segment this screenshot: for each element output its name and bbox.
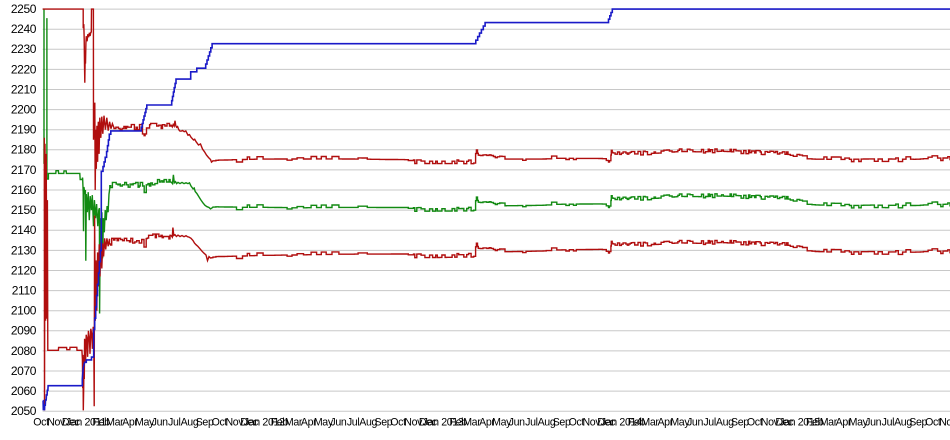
svg-text:May: May [314, 416, 334, 428]
svg-text:2050: 2050 [11, 404, 37, 418]
svg-text:Aug: Aug [894, 416, 912, 428]
svg-text:Sep: Sep [196, 416, 214, 428]
svg-text:Apr: Apr [301, 416, 317, 428]
svg-text:Jan 2015: Jan 2015 [779, 416, 820, 428]
svg-text:2120: 2120 [11, 263, 37, 277]
svg-text:Oct: Oct [212, 416, 228, 428]
svg-text:Feb: Feb [628, 416, 646, 428]
svg-text:Jun: Jun [152, 416, 168, 428]
svg-text:Nov: Nov [404, 416, 423, 428]
svg-text:Mar: Mar [820, 416, 838, 428]
svg-text:2060: 2060 [11, 384, 37, 398]
svg-text:2070: 2070 [11, 364, 37, 378]
svg-text:2140: 2140 [11, 223, 37, 237]
svg-text:Jun: Jun [865, 416, 881, 428]
svg-text:Jul: Jul [703, 416, 716, 428]
svg-text:Apr: Apr [479, 416, 495, 428]
svg-text:Nov: Nov [47, 416, 66, 428]
svg-text:Oct: Oct [925, 416, 941, 428]
svg-text:Jul: Jul [347, 416, 360, 428]
svg-text:Aug: Aug [359, 416, 377, 428]
svg-text:Sep: Sep [909, 416, 927, 428]
svg-text:Feb: Feb [449, 416, 467, 428]
svg-text:Oct: Oct [569, 416, 585, 428]
svg-text:Feb: Feb [271, 416, 289, 428]
svg-text:2190: 2190 [11, 123, 37, 137]
svg-text:Sep: Sep [731, 416, 749, 428]
svg-text:2090: 2090 [11, 324, 37, 338]
svg-text:Jan 2011: Jan 2011 [66, 416, 106, 428]
svg-text:Dec: Dec [240, 416, 259, 428]
svg-text:Feb: Feb [806, 416, 824, 428]
svg-text:Sep: Sep [553, 416, 571, 428]
svg-text:2240: 2240 [11, 22, 37, 36]
svg-text:May: May [670, 416, 690, 428]
svg-text:Jan 2014: Jan 2014 [601, 416, 642, 428]
svg-text:Nov: Nov [226, 416, 245, 428]
svg-text:Oct: Oct [747, 416, 763, 428]
svg-text:Dec: Dec [597, 416, 616, 428]
svg-text:Apr: Apr [836, 416, 852, 428]
svg-text:Sep: Sep [374, 416, 392, 428]
svg-text:2180: 2180 [11, 143, 37, 157]
svg-text:Feb: Feb [92, 416, 110, 428]
svg-text:2200: 2200 [11, 103, 37, 117]
svg-text:2130: 2130 [11, 243, 37, 257]
svg-text:Jul: Jul [168, 416, 181, 428]
svg-text:May: May [849, 416, 869, 428]
svg-text:2230: 2230 [11, 42, 37, 56]
svg-text:Jan 2012: Jan 2012 [244, 416, 285, 428]
svg-text:Apr: Apr [657, 416, 673, 428]
svg-text:May: May [135, 416, 155, 428]
svg-text:Jul: Jul [882, 416, 895, 428]
svg-text:Oct: Oct [33, 416, 49, 428]
svg-text:Aug: Aug [181, 416, 199, 428]
svg-text:Nov: Nov [583, 416, 602, 428]
svg-text:2160: 2160 [11, 183, 37, 197]
svg-text:Jul: Jul [525, 416, 538, 428]
svg-text:Mar: Mar [463, 416, 481, 428]
svg-text:2080: 2080 [11, 344, 37, 358]
svg-text:2110: 2110 [12, 284, 37, 298]
svg-text:Aug: Aug [538, 416, 556, 428]
svg-text:Oct: Oct [390, 416, 406, 428]
svg-text:2170: 2170 [11, 163, 37, 177]
svg-text:Apr: Apr [122, 416, 138, 428]
svg-text:Jun: Jun [687, 416, 703, 428]
svg-text:Dec: Dec [419, 416, 438, 428]
svg-text:Nov: Nov [761, 416, 780, 428]
svg-text:2100: 2100 [11, 304, 37, 318]
svg-text:May: May [492, 416, 512, 428]
svg-text:Jun: Jun [509, 416, 525, 428]
svg-text:Aug: Aug [716, 416, 734, 428]
svg-text:2210: 2210 [11, 82, 37, 96]
svg-text:2150: 2150 [11, 203, 37, 217]
svg-text:Mar: Mar [641, 416, 659, 428]
svg-text:Jan 2013: Jan 2013 [423, 416, 464, 428]
svg-text:Dec: Dec [775, 416, 794, 428]
svg-text:Jun: Jun [330, 416, 346, 428]
svg-text:Mar: Mar [285, 416, 303, 428]
svg-text:2220: 2220 [11, 62, 37, 76]
svg-text:Nov: Nov [939, 416, 950, 428]
svg-text:Mar: Mar [106, 416, 124, 428]
svg-text:2250: 2250 [11, 2, 37, 16]
svg-text:Dec: Dec [62, 416, 81, 428]
